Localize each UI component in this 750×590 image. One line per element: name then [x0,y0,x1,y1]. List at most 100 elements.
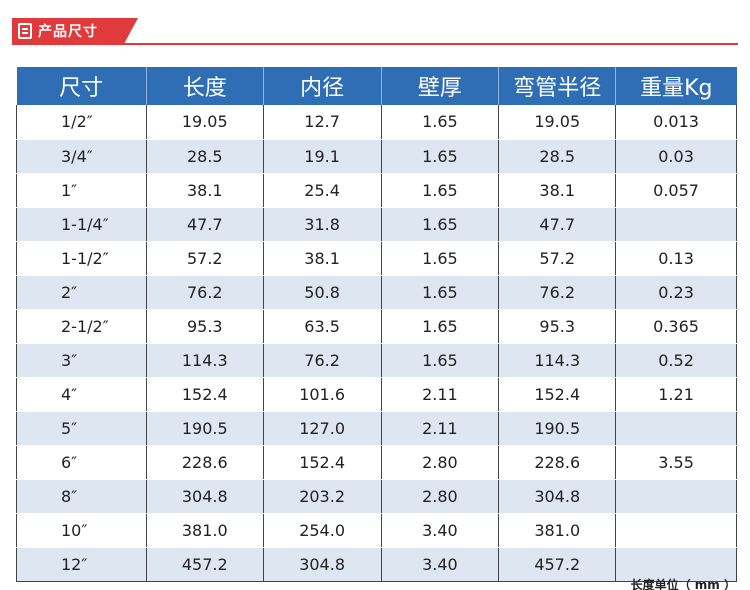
cell-bend-radius: 114.3 [498,343,617,378]
cell-size: 3″ [16,343,147,378]
cell-size: 1-1/2″ [16,241,147,276]
cell-inner-diameter: 19.1 [262,139,382,174]
cell-length: 95.3 [145,309,264,344]
cell-bend-radius: 457.2 [498,547,617,582]
cell-size: 1/2″ [16,105,147,140]
cell-inner-diameter: 50.8 [262,275,382,310]
cell-weight: 1.21 [615,377,737,412]
column-header-inner-diameter: 内径 [263,67,382,105]
cell-wall-thickness: 1.65 [380,241,500,276]
section-title: 产品尺寸 [38,24,98,40]
cell-wall-thickness: 1.65 [380,139,500,174]
table-row: 6″ 228.6 152.4 2.80 228.6 3.55 [16,445,737,480]
cell-length: 228.6 [145,445,264,480]
cell-wall-thickness: 3.40 [380,547,500,582]
cell-weight: 0.52 [615,343,737,378]
cell-size: 3/4″ [16,139,147,174]
cell-length: 381.0 [145,513,264,548]
cell-weight: 0.057 [615,173,737,208]
cell-bend-radius: 95.3 [498,309,617,344]
cell-length: 28.5 [145,139,264,174]
cell-wall-thickness: 1.65 [380,173,500,208]
cell-weight [615,411,737,446]
cell-size: 12″ [16,547,147,582]
column-header-size: 尺寸 [16,67,147,105]
cell-inner-diameter: 203.2 [262,479,382,514]
cell-wall-thickness: 2.80 [380,479,500,514]
cell-weight: 0.23 [615,275,737,310]
cell-inner-diameter: 101.6 [262,377,382,412]
cell-bend-radius: 19.05 [498,105,617,140]
cell-length: 304.8 [145,479,264,514]
cell-inner-diameter: 25.4 [262,173,382,208]
cell-wall-thickness: 1.65 [380,275,500,310]
cell-size: 8″ [16,479,147,514]
cell-length: 152.4 [145,377,264,412]
table-row: 1″ 38.1 25.4 1.65 38.1 0.057 [16,173,737,208]
cell-length: 57.2 [145,241,264,276]
column-header-length: 长度 [146,67,264,105]
cell-size: 2-1/2″ [16,309,147,344]
cell-wall-thickness: 2.11 [380,411,500,446]
table-row: 1-1/2″ 57.2 38.1 1.65 57.2 0.13 [16,241,737,276]
cell-bend-radius: 38.1 [498,173,617,208]
cell-weight [615,513,737,548]
cell-bend-radius: 47.7 [498,207,617,242]
cell-bend-radius: 381.0 [498,513,617,548]
cell-wall-thickness: 2.11 [380,377,500,412]
table-row: 3″ 114.3 76.2 1.65 114.3 0.52 [16,343,737,378]
table-row: 12″ 457.2 304.8 3.40 457.2 [16,547,737,582]
cell-size: 6″ [16,445,147,480]
cell-length: 76.2 [145,275,264,310]
cell-length: 114.3 [145,343,264,378]
cell-weight: 0.13 [615,241,737,276]
cell-weight: 0.365 [615,309,737,344]
cell-size: 5″ [16,411,147,446]
cell-weight: 0.013 [615,105,737,140]
cell-size: 1″ [16,173,147,208]
table-row: 2″ 76.2 50.8 1.65 76.2 0.23 [16,275,737,310]
table-row: 3/4″ 28.5 19.1 1.65 28.5 0.03 [16,139,737,174]
column-header-weight: 重量Kg [615,67,737,105]
cell-inner-diameter: 76.2 [262,343,382,378]
section-divider [12,43,738,45]
cell-inner-diameter: 31.8 [262,207,382,242]
cell-wall-thickness: 3.40 [380,513,500,548]
cell-bend-radius: 76.2 [498,275,617,310]
cell-length: 190.5 [145,411,264,446]
cell-weight: 3.55 [615,445,737,480]
cell-length: 47.7 [145,207,264,242]
table-row: 1-1/4″ 47.7 31.8 1.65 47.7 [16,207,737,242]
cell-inner-diameter: 38.1 [262,241,382,276]
cell-weight [615,479,737,514]
cell-wall-thickness: 2.80 [380,445,500,480]
cell-inner-diameter: 63.5 [262,309,382,344]
section-header: 产品尺寸 [12,18,124,44]
cell-weight [615,547,737,582]
column-header-bend-radius: 弯管半径 [498,67,617,105]
cell-size: 10″ [16,513,147,548]
document-icon [18,23,32,39]
cell-wall-thickness: 1.65 [380,207,500,242]
table-row: 10″ 381.0 254.0 3.40 381.0 [16,513,737,548]
table-row: 2-1/2″ 95.3 63.5 1.65 95.3 0.365 [16,309,737,344]
table-row: 1/2″ 19.05 12.7 1.65 19.05 0.013 [16,105,737,140]
cell-length: 457.2 [145,547,264,582]
cell-length: 19.05 [145,105,264,140]
cell-wall-thickness: 1.65 [380,309,500,344]
cell-size: 4″ [16,377,147,412]
cell-size: 2″ [16,275,147,310]
cell-inner-diameter: 254.0 [262,513,382,548]
cell-length: 38.1 [145,173,264,208]
cell-inner-diameter: 304.8 [262,547,382,582]
cell-size: 1-1/4″ [16,207,147,242]
size-spec-table: 尺寸 长度 内径 壁厚 弯管半径 重量Kg 1/2″ 19.05 12.7 1.65 1… [16,67,737,582]
cell-inner-diameter: 127.0 [262,411,382,446]
cell-bend-radius: 228.6 [498,445,617,480]
cell-bend-radius: 57.2 [498,241,617,276]
cell-inner-diameter: 12.7 [262,105,382,140]
cell-bend-radius: 190.5 [498,411,617,446]
table-row: 5″ 190.5 127.0 2.11 190.5 [16,411,737,446]
cell-weight: 0.03 [615,139,737,174]
cell-bend-radius: 28.5 [498,139,617,174]
